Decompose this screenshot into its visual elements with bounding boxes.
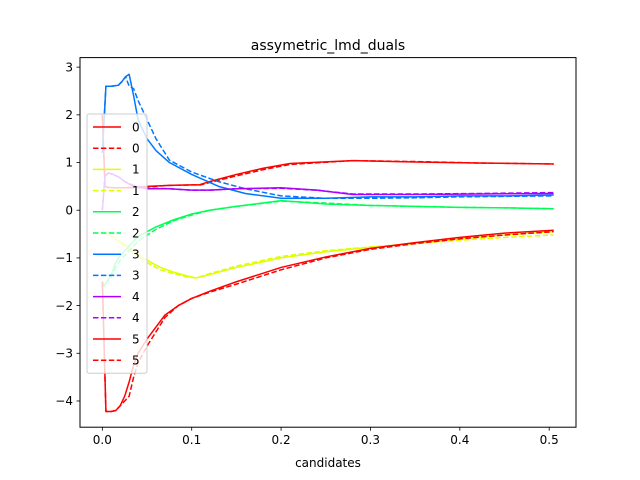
legend-label: 5 <box>132 354 140 368</box>
y-tick-label: 1 <box>65 156 73 170</box>
legend: 0 0 1 1 2 2 3 3 4 4 5 5 <box>86 113 148 374</box>
plot-frame <box>79 57 577 428</box>
legend-box <box>86 113 148 374</box>
x-axis-label: candidates <box>295 456 361 470</box>
x-tick-label: 0.2 <box>272 433 291 447</box>
legend-label: 2 <box>132 205 140 219</box>
x-tick-label: 0.5 <box>540 433 559 447</box>
y-tick-label: −1 <box>55 251 73 265</box>
legend-label: 2 <box>132 226 140 240</box>
legend-label: 0 <box>132 120 140 134</box>
legend-label: 3 <box>132 248 140 262</box>
legend-label: 1 <box>132 184 140 198</box>
legend-label: 1 <box>132 163 140 177</box>
legend-label: 0 <box>132 142 140 156</box>
x-axis: 0.0 0.1 0.2 0.3 0.4 0.5 <box>93 427 559 447</box>
x-tick-label: 0.4 <box>450 433 469 447</box>
series-line-5-dashed <box>101 230 554 413</box>
chart-title: assymetric_lmd_duals <box>251 38 405 54</box>
legend-label: 3 <box>132 269 140 283</box>
series-layer <box>101 73 554 413</box>
legend-label: 4 <box>132 290 140 304</box>
x-tick-label: 0.0 <box>93 433 112 447</box>
y-tick-label: 0 <box>65 203 73 217</box>
x-tick-label: 0.3 <box>361 433 380 447</box>
y-tick-label: −4 <box>55 394 73 408</box>
y-tick-label: −3 <box>55 346 73 360</box>
series-line-3-dashed <box>101 75 554 200</box>
y-tick-label: −2 <box>55 299 73 313</box>
y-tick-label: 3 <box>65 60 73 74</box>
legend-label: 5 <box>132 332 140 346</box>
legend-label: 4 <box>132 311 140 325</box>
y-tick-label: 2 <box>65 108 73 122</box>
y-axis: −4 −3 −2 −1 0 1 2 3 <box>55 60 80 408</box>
x-tick-label: 0.1 <box>182 433 201 447</box>
